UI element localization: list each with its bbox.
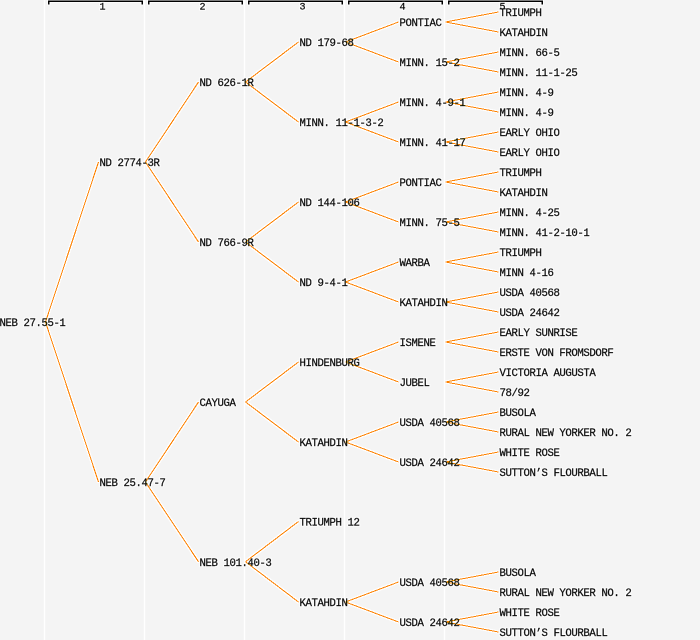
- svg-text:USDA 40568: USDA 40568: [400, 578, 460, 590]
- svg-text:KATAHDIN: KATAHDIN: [500, 28, 548, 40]
- svg-text:KATAHDIN: KATAHDIN: [400, 298, 448, 310]
- svg-text:USDA 24642: USDA 24642: [500, 308, 560, 320]
- svg-text:NEB 25.47-7: NEB 25.47-7: [100, 478, 166, 490]
- svg-text:TRIUMPH: TRIUMPH: [500, 248, 542, 260]
- svg-text:1: 1: [100, 2, 106, 13]
- svg-text:NEB 27.55-1: NEB 27.55-1: [0, 318, 65, 330]
- svg-text:TRIUMPH 12: TRIUMPH 12: [300, 518, 360, 530]
- svg-text:MINN. 41-2-10-1: MINN. 41-2-10-1: [500, 228, 590, 240]
- svg-text:MINN. 11-1-3-2: MINN. 11-1-3-2: [300, 118, 384, 130]
- svg-text:USDA 40568: USDA 40568: [400, 418, 460, 430]
- svg-text:NEB 101.40-3: NEB 101.40-3: [200, 558, 272, 570]
- svg-text:PONTIAC: PONTIAC: [400, 18, 442, 30]
- svg-text:MINN. 15-2: MINN. 15-2: [400, 58, 460, 70]
- svg-text:KATAHDIN: KATAHDIN: [300, 598, 348, 610]
- svg-text:MINN. 66-5: MINN. 66-5: [500, 48, 560, 60]
- svg-text:ND 179-68: ND 179-68: [300, 38, 354, 50]
- svg-text:ND 144-106: ND 144-106: [300, 198, 360, 210]
- svg-text:SUTTON’S FLOURBALL: SUTTON’S FLOURBALL: [500, 628, 608, 640]
- svg-text:ND 2774-3R: ND 2774-3R: [100, 158, 161, 170]
- svg-text:KATAHDIN: KATAHDIN: [300, 438, 348, 450]
- svg-text:USDA 40568: USDA 40568: [500, 288, 560, 300]
- svg-text:EARLY OHIO: EARLY OHIO: [500, 128, 560, 140]
- svg-text:CAYUGA: CAYUGA: [200, 398, 237, 410]
- svg-text:EARLY OHIO: EARLY OHIO: [500, 148, 560, 160]
- svg-text:MINN. 75-5: MINN. 75-5: [400, 218, 460, 230]
- svg-text:EARLY SUNRISE: EARLY SUNRISE: [500, 328, 578, 340]
- svg-text:PONTIAC: PONTIAC: [400, 178, 442, 190]
- svg-text:3: 3: [300, 2, 306, 13]
- svg-text:78/92: 78/92: [500, 388, 530, 400]
- svg-text:WHITE ROSE: WHITE ROSE: [500, 448, 560, 460]
- svg-text:USDA 24642: USDA 24642: [400, 618, 460, 630]
- svg-text:HINDENBURG: HINDENBURG: [300, 358, 360, 370]
- svg-text:MINN. 4-9: MINN. 4-9: [500, 108, 554, 120]
- svg-text:JUBEL: JUBEL: [400, 378, 430, 390]
- svg-text:KATAHDIN: KATAHDIN: [500, 188, 548, 200]
- svg-text:ND 766-9R: ND 766-9R: [200, 238, 255, 250]
- svg-text:SUTTON’S FLOURBALL: SUTTON’S FLOURBALL: [500, 468, 608, 480]
- svg-text:WHITE ROSE: WHITE ROSE: [500, 608, 560, 620]
- svg-text:MINN 4-16: MINN 4-16: [500, 268, 554, 280]
- svg-text:RURAL NEW YORKER NO. 2: RURAL NEW YORKER NO. 2: [500, 428, 632, 440]
- svg-text:RURAL NEW YORKER NO. 2: RURAL NEW YORKER NO. 2: [500, 588, 632, 600]
- svg-text:WARBA: WARBA: [400, 258, 431, 270]
- svg-text:ND 9-4-1: ND 9-4-1: [300, 278, 348, 290]
- svg-text:MINN. 4-9: MINN. 4-9: [500, 88, 554, 100]
- svg-text:ERSTE VON FROMSDORF: ERSTE VON FROMSDORF: [500, 348, 614, 360]
- svg-text:MINN. 4-25: MINN. 4-25: [500, 208, 560, 220]
- svg-text:MINN. 11-1-25: MINN. 11-1-25: [500, 68, 578, 80]
- svg-text:TRIUMPH: TRIUMPH: [500, 8, 542, 20]
- svg-text:2: 2: [200, 2, 206, 13]
- svg-text:5: 5: [500, 2, 506, 13]
- svg-text:4: 4: [400, 2, 406, 13]
- svg-text:ISMENE: ISMENE: [400, 338, 436, 350]
- svg-text:USDA 24642: USDA 24642: [400, 458, 460, 470]
- svg-text:BUSOLA: BUSOLA: [500, 408, 537, 420]
- svg-text:BUSOLA: BUSOLA: [500, 568, 537, 580]
- svg-text:VICTORIA AUGUSTA: VICTORIA AUGUSTA: [500, 368, 597, 380]
- svg-text:TRIUMPH: TRIUMPH: [500, 168, 542, 180]
- svg-text:ND 626-1R: ND 626-1R: [200, 78, 255, 90]
